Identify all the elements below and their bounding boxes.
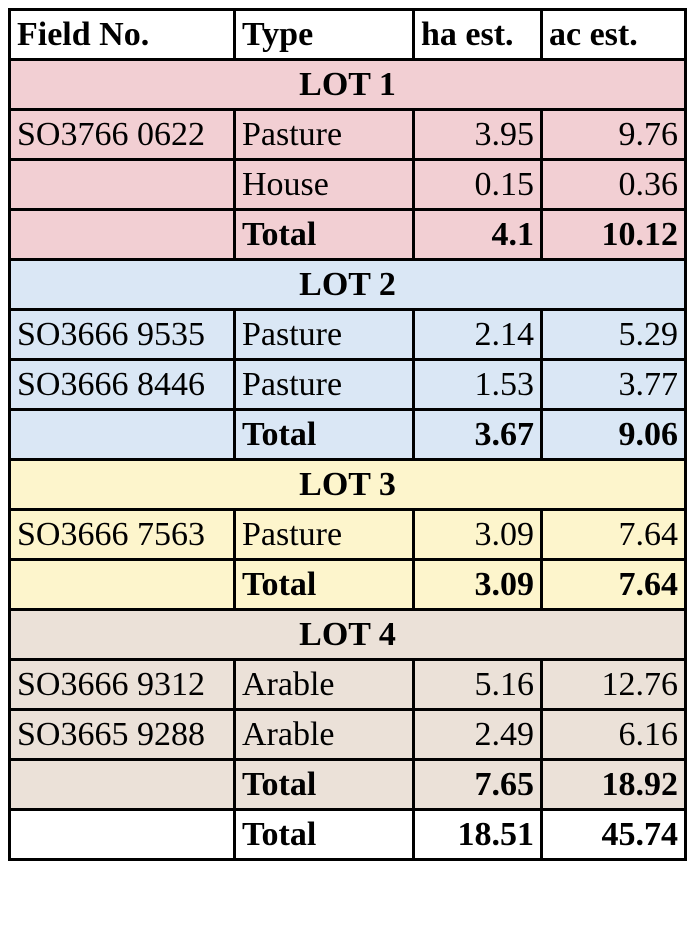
ac-cell: 12.76 [540,658,687,711]
total-ac: 10.12 [540,208,687,261]
lot-title: LOT 1 [8,58,687,111]
field-cell: SO3665 9288 [8,708,236,761]
total-ac: 18.92 [540,758,687,811]
total-label: Total [233,208,415,261]
grand-total-ac: 45.74 [540,808,687,861]
table-row: Total 3.09 7.64 [8,558,687,611]
header-cell: ac est. [540,8,687,61]
ha-cell: 5.16 [412,658,543,711]
field-cell [8,408,236,461]
header-row: Field No. Type ha est. ac est. [8,8,687,61]
type-cell: Pasture [233,508,415,561]
table-row: SO3766 0622 Pasture 3.95 9.76 [8,108,687,161]
header-cell: Field No. [8,8,236,61]
table-row: Total 3.67 9.06 [8,408,687,461]
ac-cell: 0.36 [540,158,687,211]
table-row: SO3666 9535 Pasture 2.14 5.29 [8,308,687,361]
ha-cell: 3.09 [412,508,543,561]
field-cell: SO3666 8446 [8,358,236,411]
field-cell: SO3666 7563 [8,508,236,561]
ac-cell: 3.77 [540,358,687,411]
lot-title: LOT 3 [8,458,687,511]
lot-title: LOT 4 [8,608,687,661]
header-cell: Type [233,8,415,61]
type-cell: Pasture [233,358,415,411]
field-cell: SO3766 0622 [8,108,236,161]
field-cell [8,208,236,261]
field-cell [8,558,236,611]
total-label: Total [233,758,415,811]
total-ac: 9.06 [540,408,687,461]
field-cell [8,808,236,861]
ac-cell: 6.16 [540,708,687,761]
table-row: SO3665 9288 Arable 2.49 6.16 [8,708,687,761]
table-row: LOT 3 [8,458,687,511]
ha-cell: 3.95 [412,108,543,161]
total-ha: 4.1 [412,208,543,261]
total-label: Total [233,408,415,461]
grand-total-label: Total [233,808,415,861]
ha-cell: 0.15 [412,158,543,211]
field-cell [8,758,236,811]
land-table: Field No. Type ha est. ac est. LOT 1 SO37… [8,8,687,861]
table-row: House 0.15 0.36 [8,158,687,211]
ha-cell: 2.49 [412,708,543,761]
ha-cell: 2.14 [412,308,543,361]
table-row: SO3666 8446 Pasture 1.53 3.77 [8,358,687,411]
table-row: SO3666 7563 Pasture 3.09 7.64 [8,508,687,561]
type-cell: House [233,158,415,211]
total-ha: 7.65 [412,758,543,811]
ac-cell: 5.29 [540,308,687,361]
table-row: Total 4.1 10.12 [8,208,687,261]
field-cell [8,158,236,211]
type-cell: Arable [233,658,415,711]
table-row: LOT 1 [8,58,687,111]
ac-cell: 7.64 [540,508,687,561]
table-row: LOT 2 [8,258,687,311]
table-row: LOT 4 [8,608,687,661]
field-cell: SO3666 9535 [8,308,236,361]
ha-cell: 1.53 [412,358,543,411]
type-cell: Pasture [233,308,415,361]
table-row: Total 7.65 18.92 [8,758,687,811]
total-ha: 3.67 [412,408,543,461]
type-cell: Pasture [233,108,415,161]
lot-title: LOT 2 [8,258,687,311]
table-body: Field No. Type ha est. ac est. LOT 1 SO37… [8,8,687,861]
total-ac: 7.64 [540,558,687,611]
ac-cell: 9.76 [540,108,687,161]
table-row: SO3666 9312 Arable 5.16 12.76 [8,658,687,711]
table-row: Total 18.51 45.74 [8,808,687,861]
header-cell: ha est. [412,8,543,61]
grand-total-ha: 18.51 [412,808,543,861]
type-cell: Arable [233,708,415,761]
total-label: Total [233,558,415,611]
total-ha: 3.09 [412,558,543,611]
field-cell: SO3666 9312 [8,658,236,711]
